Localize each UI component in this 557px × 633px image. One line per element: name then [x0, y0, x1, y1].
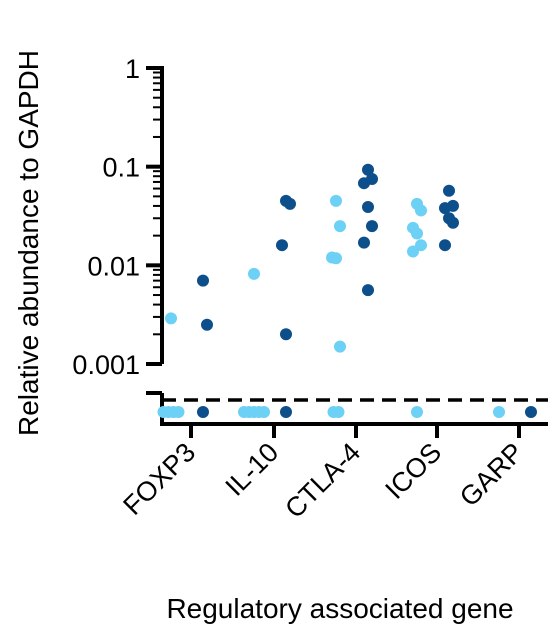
below-detection-point: [197, 406, 209, 418]
x-tick-label: CTLA-4: [279, 437, 366, 524]
x-tick-label: IL-10: [220, 437, 285, 502]
data-point: [334, 340, 346, 353]
data-point: [330, 194, 342, 207]
data-point: [439, 239, 451, 252]
data-point: [358, 236, 370, 249]
x-tick-label: ICOS: [379, 437, 447, 505]
data-point: [280, 328, 292, 341]
data-point: [415, 239, 427, 252]
data-point: [439, 202, 451, 215]
y-tick-label: 0.001: [72, 350, 140, 380]
below-detection-point: [258, 406, 270, 418]
data-point: [366, 220, 378, 233]
below-detection-point: [493, 406, 505, 418]
y-axis-title-group: Relative abundance to GAPDH: [13, 50, 44, 436]
data-point: [284, 197, 296, 210]
data-point: [362, 201, 374, 214]
data-point: [334, 220, 346, 233]
data-points: [157, 163, 537, 418]
data-point: [362, 284, 374, 297]
data-point: [201, 318, 213, 331]
y-tick-label: 0.1: [102, 153, 140, 183]
data-point: [407, 245, 419, 258]
data-point: [330, 252, 342, 265]
below-detection-point: [332, 406, 345, 418]
data-point: [415, 204, 427, 217]
data-point: [248, 267, 260, 280]
below-detection-point: [525, 406, 537, 418]
below-detection-point: [411, 406, 423, 418]
below-detection-point: [280, 406, 292, 418]
data-point: [443, 184, 455, 197]
x-axis-title: Regulatory associated gene: [166, 593, 513, 624]
y-ticks: 1 0.1 0.01 0.001: [72, 54, 162, 395]
data-point: [276, 239, 288, 252]
x-tick-label: FOXP3: [117, 437, 201, 521]
below-detection-point: [172, 406, 185, 418]
data-point: [411, 227, 423, 240]
y-tick-label: 0.01: [87, 251, 140, 281]
y-tick-label: 1: [125, 54, 140, 84]
axes: [160, 66, 548, 426]
data-point: [447, 216, 459, 229]
data-point: [197, 274, 209, 287]
x-tick-label: GARP: [454, 437, 529, 512]
data-point: [165, 312, 177, 325]
data-point: [362, 163, 374, 176]
data-point: [358, 177, 370, 190]
y-axis-title: Relative abundance to GAPDH: [13, 50, 44, 436]
